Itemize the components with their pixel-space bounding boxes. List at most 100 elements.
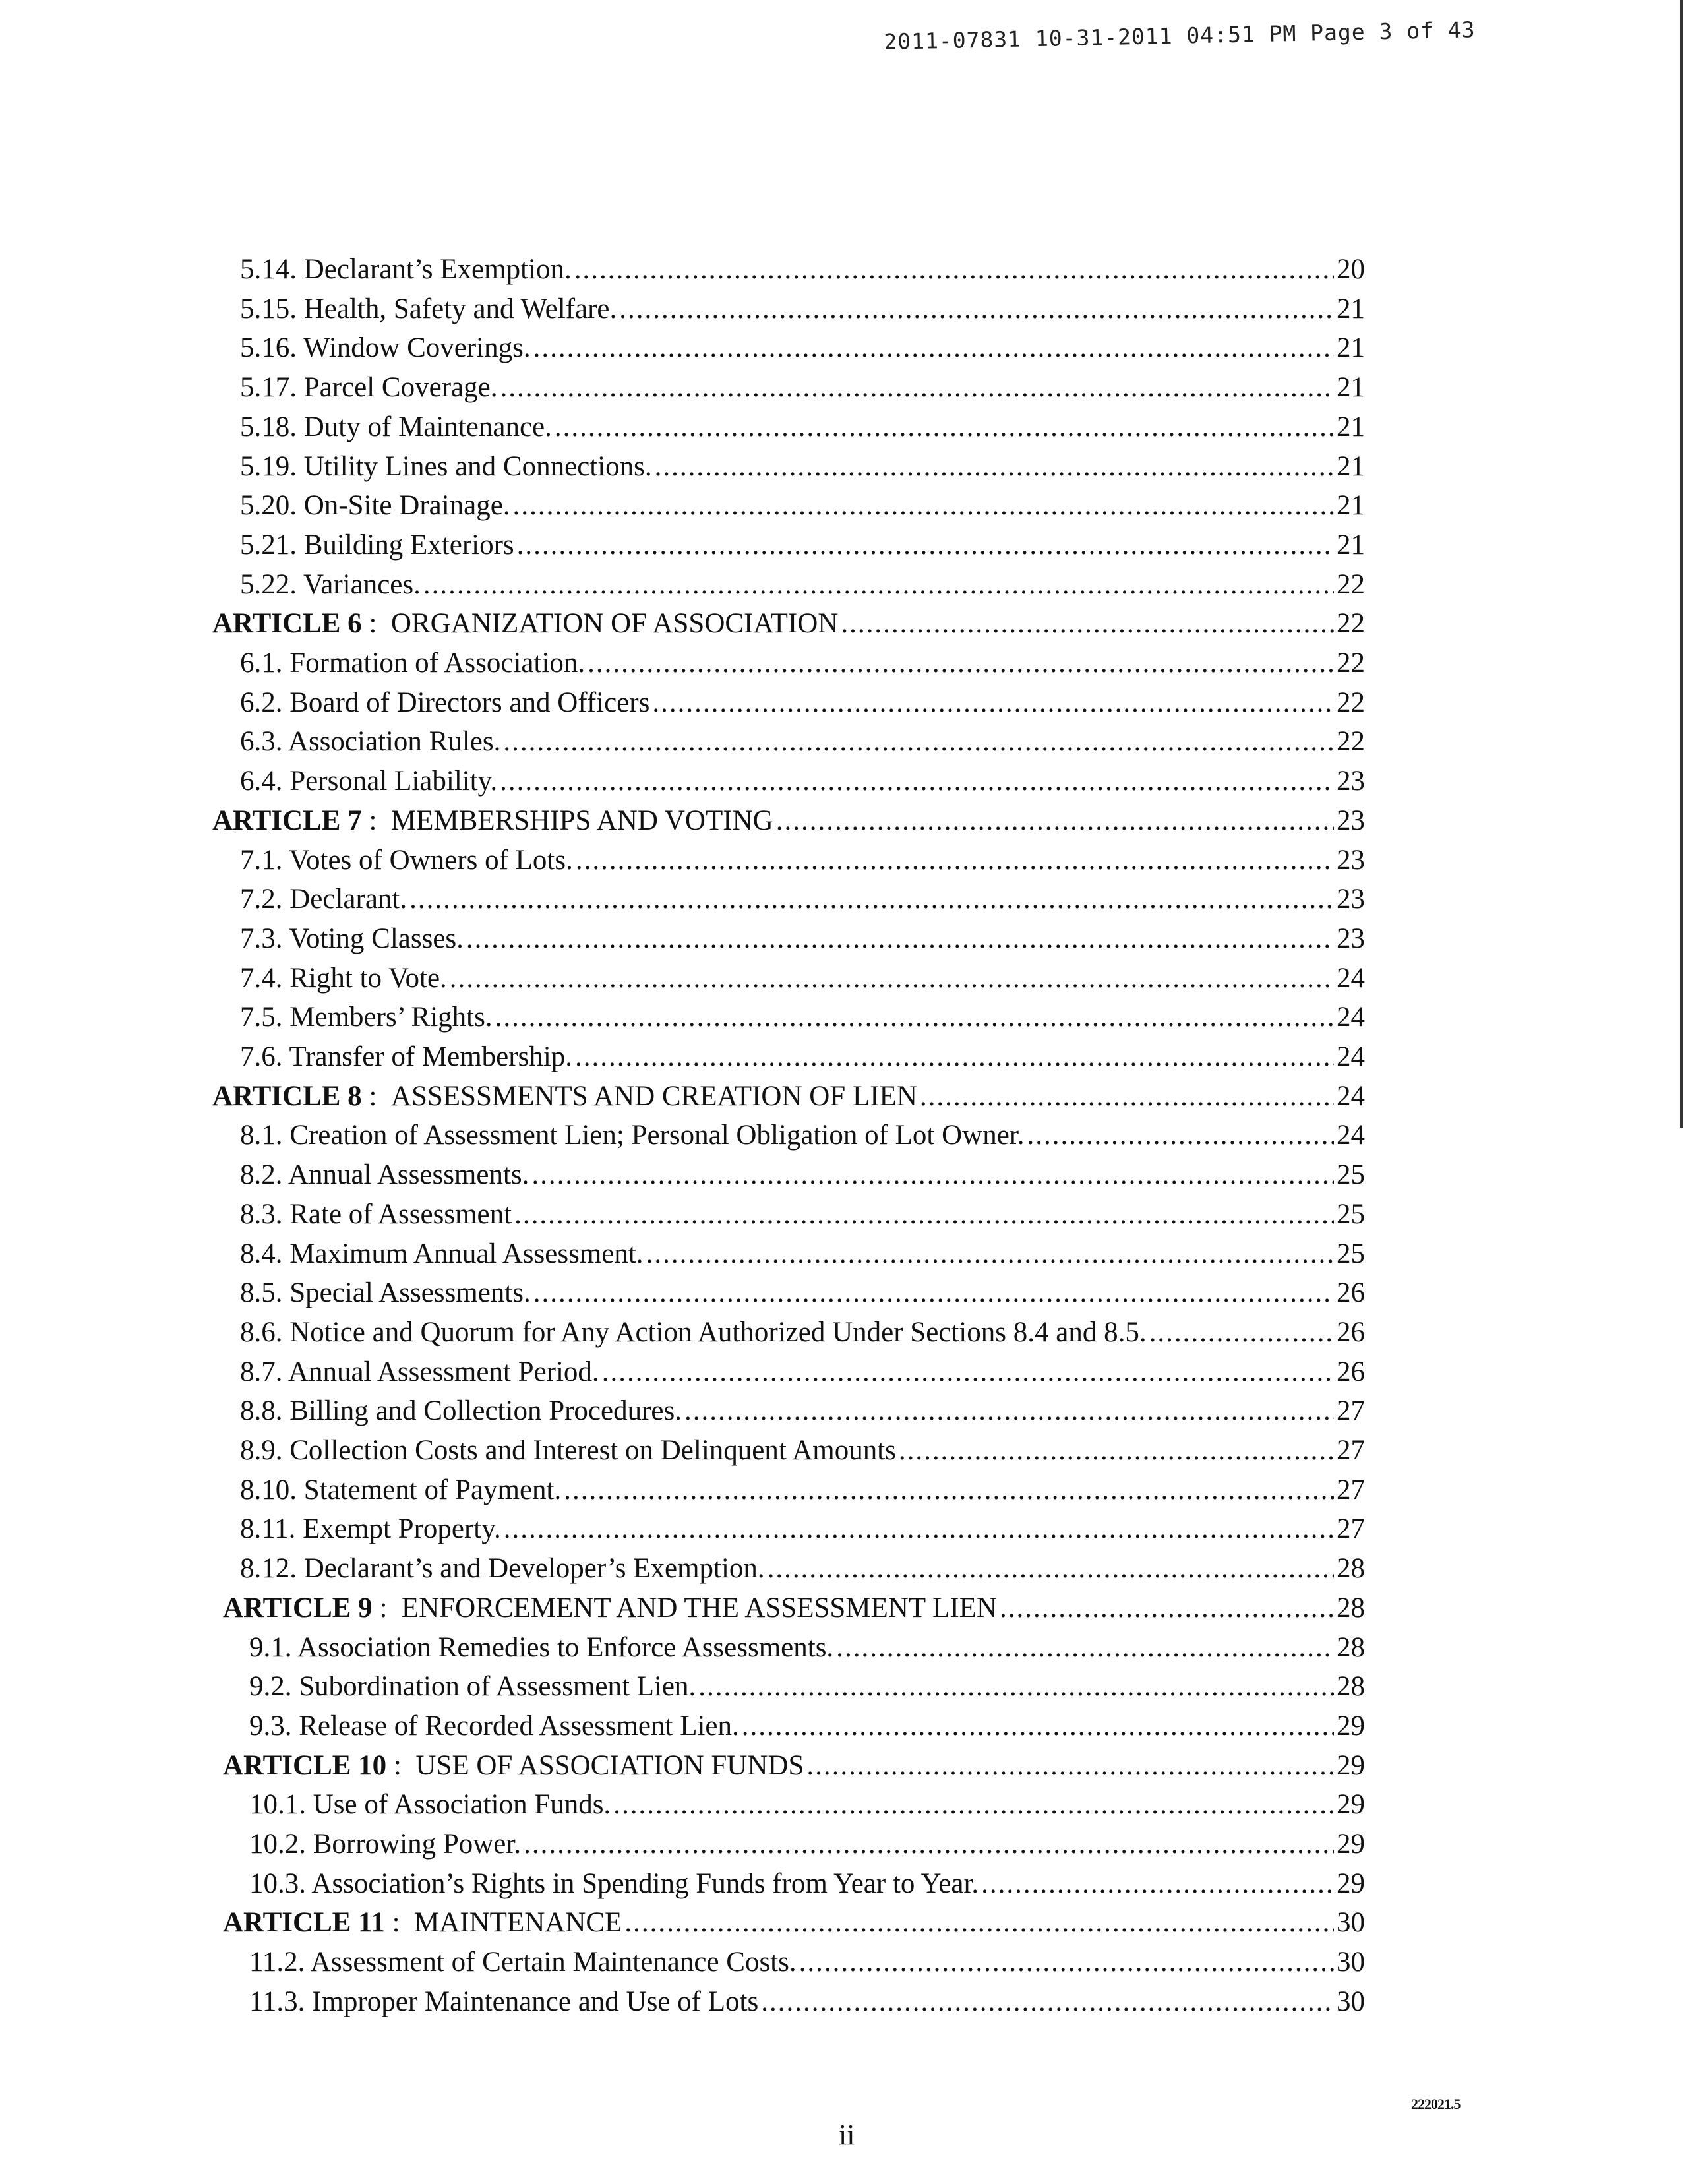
section-number: 5.17. (240, 372, 297, 404)
dot-leader (574, 251, 1334, 289)
entry-title: Personal Liability. (289, 766, 498, 797)
entry-page-number: 24 (1337, 1120, 1365, 1151)
toc-entry-label: 8.5. Special Assessments. (240, 1274, 531, 1312)
entry-page-number: 22 (1337, 608, 1365, 640)
entry-page-number: 28 (1337, 1553, 1365, 1585)
dot-leader (576, 841, 1334, 880)
entry-page-number: 21 (1337, 450, 1365, 482)
entry-page-number: 28 (1337, 1631, 1365, 1663)
toc-entry-label: 10.3. Association’s Rights in Spending F… (249, 1865, 979, 1903)
entry-page-number: 21 (1337, 411, 1365, 442)
entry-title: Association Remedies to Enforce Assessme… (297, 1631, 834, 1663)
dot-leader (698, 1668, 1334, 1706)
toc-section-entry: 10.2. Borrowing Power. 29 (249, 1825, 1365, 1864)
toc-section-entry: 8.7. Annual Assessment Period. 26 (240, 1353, 1365, 1391)
entry-page-number: 21 (1337, 293, 1365, 324)
dot-leader (761, 1983, 1334, 2021)
entry-title: Declarant. (289, 884, 407, 915)
toc-entry-label: 5.21. Building Exteriors (240, 526, 514, 564)
dot-leader (1149, 1314, 1334, 1352)
dot-leader (652, 684, 1334, 722)
entry-page-number: 24 (1337, 1002, 1365, 1033)
toc-entry-label: 7.4. Right to Vote. (240, 959, 447, 998)
entry-page-number: 22 (1337, 568, 1365, 600)
toc-section-entry: 8.10. Statement of Payment. 27 (240, 1471, 1365, 1509)
section-number: 8.7. (240, 1356, 283, 1387)
toc-entry-label: 9.1. Association Remedies to Enforce Ass… (249, 1629, 833, 1667)
toc-section-entry: 8.9. Collection Costs and Interest on De… (240, 1432, 1365, 1470)
entry-title: Annual Assessment Period. (287, 1356, 599, 1387)
section-number: 7.1. (240, 844, 283, 876)
section-number: 5.20. (240, 490, 297, 522)
dot-leader (564, 1471, 1334, 1509)
entry-page-number: 22 (1337, 726, 1365, 758)
dot-leader (776, 802, 1334, 840)
entry-title: Voting Classes. (289, 923, 464, 954)
entry-page-number: 27 (1337, 1435, 1365, 1466)
section-number: 5.18. (240, 411, 297, 442)
toc-section-entry: 8.11. Exempt Property. 27 (240, 1510, 1365, 1548)
entry-page-number: 25 (1337, 1198, 1365, 1230)
entry-title: Votes of Owners of Lots. (289, 844, 573, 876)
dot-leader (646, 1235, 1334, 1273)
dot-leader (613, 1786, 1334, 1824)
toc-entry-label: ARTICLE 8 : ASSESSMENTS AND CREATION OF … (212, 1080, 917, 1112)
entry-page-number: 21 (1337, 490, 1365, 522)
toc-entry-label: 6.4. Personal Liability. (240, 762, 497, 801)
article-number: ARTICLE 11 (223, 1907, 385, 1939)
section-number: 7.6. (240, 1041, 283, 1072)
article-number: ARTICLE 10 (223, 1749, 387, 1781)
document-id: 222021.5 (1411, 2096, 1461, 2112)
entry-title: Utility Lines and Connections. (303, 450, 652, 482)
section-number: 7.3. (240, 923, 283, 954)
entry-title: Window Coverings. (303, 332, 531, 364)
dot-leader (513, 487, 1334, 525)
entry-title: Statement of Payment. (303, 1474, 562, 1505)
entry-page-number: 26 (1337, 1316, 1365, 1348)
dot-leader (836, 1629, 1334, 1667)
entry-title: Assessment of Certain Maintenance Costs. (310, 1947, 797, 1978)
entry-page-number: 25 (1337, 1159, 1365, 1191)
entry-page-number: 29 (1337, 1710, 1365, 1742)
dot-leader (500, 369, 1334, 407)
section-number: 6.3. (240, 726, 283, 758)
toc-entry-label: 5.16. Window Coverings. (240, 329, 531, 367)
dot-leader (602, 1353, 1334, 1391)
dot-leader (920, 1077, 1334, 1116)
article-number: ARTICLE 7 (212, 804, 362, 836)
entry-title: Billing and Collection Procedures. (289, 1395, 682, 1427)
article-number: ARTICLE 9 (223, 1592, 373, 1623)
dot-leader (684, 1392, 1334, 1430)
entry-title: USE OF ASSOCIATION FUNDS (415, 1749, 804, 1781)
dot-leader (533, 1274, 1334, 1312)
entry-title: Improper Maintenance and Use of Lots (312, 1986, 759, 2017)
entry-page-number: 22 (1337, 686, 1365, 718)
section-number: 8.6. (240, 1316, 283, 1348)
entry-title: Association Rules. (287, 726, 501, 758)
entry-title: Exempt Property. (303, 1513, 501, 1545)
toc-section-entry: 6.1. Formation of Association. 22 (240, 644, 1365, 682)
section-number: 5.19. (240, 450, 297, 482)
dot-leader (619, 290, 1334, 328)
section-number: 8.11. (240, 1513, 296, 1545)
entry-title: ORGANIZATION OF ASSOCIATION (390, 608, 839, 640)
entry-page-number: 29 (1337, 1749, 1365, 1781)
section-number: 8.10. (240, 1474, 297, 1505)
toc-section-entry: 5.19. Utility Lines and Connections. 21 (240, 448, 1365, 486)
toc-entry-label: 5.20. On-Site Drainage. (240, 487, 510, 525)
scan-edge-line (1680, 0, 1683, 1128)
toc-entry-label: 8.7. Annual Assessment Period. (240, 1353, 599, 1391)
section-number: 10.3. (249, 1867, 306, 1899)
entry-title: MAINTENANCE (414, 1907, 622, 1939)
recording-stamp: 2011-07831 10-31-2011 04:51 PM Page 3 of… (884, 16, 1476, 55)
dot-leader (981, 1865, 1334, 1903)
toc-entry-label: ARTICLE 7 : MEMBERSHIPS AND VOTING (212, 804, 773, 836)
entry-page-number: 23 (1337, 766, 1365, 797)
entry-page-number: 24 (1337, 1080, 1365, 1112)
dot-leader (500, 762, 1334, 801)
toc-entry-label: ARTICLE 6 : ORGANIZATION OF ASSOCIATION (212, 608, 839, 640)
toc-section-entry: 8.1. Creation of Assessment Lien; Person… (240, 1116, 1365, 1155)
toc-section-entry: 8.5. Special Assessments. 26 (240, 1274, 1365, 1312)
entry-title: MEMBERSHIPS AND VOTING (390, 804, 773, 836)
entry-title: Creation of Assessment Lien; Personal Ob… (289, 1120, 1025, 1151)
